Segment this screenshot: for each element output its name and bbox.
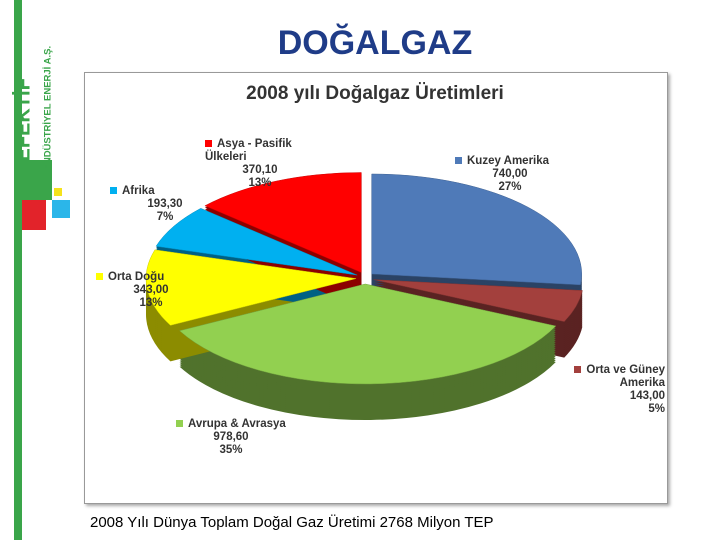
share-label: 27%	[498, 181, 522, 193]
value-label: 193,30	[147, 198, 183, 210]
data-label: Avrupa & Avrasya 978,60 35%	[176, 418, 286, 457]
category-name: Avrupa & Avrasya	[188, 418, 286, 430]
data-label: Kuzey Amerika 740,00 27%	[455, 155, 565, 194]
share-label: 35%	[219, 444, 243, 456]
share-label: 7%	[156, 211, 174, 223]
category-name: Orta ve Güney Amerika	[586, 364, 665, 389]
legend-entry: Avrupa & Avrasya	[176, 418, 286, 431]
slice	[204, 172, 362, 273]
category-name: Asya - Pasifik Ülkeleri	[205, 138, 292, 163]
legend-entry: Afrika	[110, 185, 220, 198]
legend-entry: Orta Doğu	[96, 271, 206, 284]
footer: 2008 Yılı Dünya Toplam Doğal Gaz Üretimi…	[90, 514, 494, 531]
logo-bar: EFEKTİF ENDÜSTRİYEL ENERJİ A.Ş.	[13, 0, 70, 540]
slice	[145, 249, 357, 326]
data-label: Orta ve Güney Amerika 143,00 5%	[555, 364, 665, 416]
value-label: 978,60	[213, 431, 249, 443]
logo-yellow	[54, 188, 62, 196]
slice	[179, 283, 557, 385]
logo-green	[14, 0, 22, 540]
legend-swatch	[176, 420, 183, 428]
legend-swatch	[110, 187, 117, 195]
legend-entry: Orta ve Güney Amerika	[555, 364, 665, 390]
category-name: Kuzey Amerika	[467, 155, 550, 167]
data-label: Asya - Pasifik Ülkeleri 370,10 13%	[205, 138, 315, 190]
slice	[373, 279, 583, 322]
legend-swatch	[96, 273, 103, 281]
value-label: 343,00	[133, 284, 169, 296]
chart-title: 2008 yılı Doğalgaz Üretimleri	[246, 83, 504, 104]
share-label: 13%	[248, 177, 272, 189]
data-label: Afrika 193,30 7%	[110, 185, 220, 224]
value-label: 740,00	[492, 168, 528, 180]
legend-swatch	[455, 157, 462, 165]
slice	[155, 208, 358, 276]
category-name: Afrika	[122, 185, 155, 197]
legend-swatch	[574, 366, 582, 374]
legend-entry: Asya - Pasifik Ülkeleri	[205, 138, 315, 164]
value-label: 370,10	[242, 164, 278, 176]
slide-title: DOĞALGAZ	[277, 24, 473, 62]
logo-red	[22, 200, 46, 230]
slice	[371, 173, 582, 286]
share-label: 13%	[139, 297, 163, 309]
category-name: Orta Doğu	[108, 271, 165, 283]
share-label: 5%	[648, 403, 665, 415]
value-label: 143,00	[629, 390, 665, 402]
data-label: Orta Doğu 343,00 13%	[96, 271, 206, 310]
logo-cyan	[52, 200, 70, 218]
legend-swatch	[205, 140, 212, 148]
logo-green	[14, 160, 52, 200]
legend-entry: Kuzey Amerika	[455, 155, 565, 168]
